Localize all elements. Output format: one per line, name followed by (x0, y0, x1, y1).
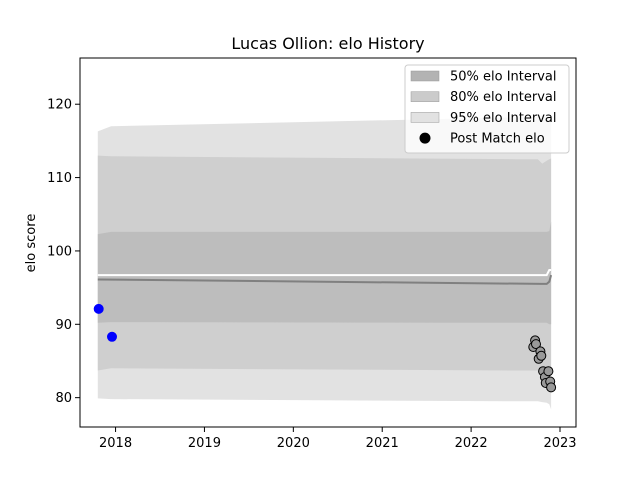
x-tick-label: 2022 (455, 436, 488, 451)
band-50-elo-interval (97, 221, 552, 325)
x-tick-label: 2021 (366, 436, 399, 451)
post-match-elo-point (531, 339, 541, 350)
scatter-2-point (107, 331, 117, 342)
legend: 50% elo Interval 80% elo Interval 95% elo … (404, 64, 570, 154)
legend-box (404, 64, 570, 154)
x-tick-label: 2019 (188, 436, 221, 451)
axes: 2018 2019 2020 2021 2022 2023 80 90 100 110 120 (47, 57, 577, 451)
legend-label: 95% elo Interval (450, 111, 557, 126)
post-match-elo-point (536, 350, 547, 361)
elo-line-1 (97, 274, 553, 285)
legend-label: 50% elo Interval (450, 70, 557, 85)
plot-area (93, 113, 557, 411)
x-tick-label: 2020 (277, 436, 310, 451)
y-axis-label: elo score (24, 214, 39, 273)
y-tick-label: 100 (47, 244, 72, 259)
y-tick-label: 90 (55, 318, 72, 333)
post-match-elo-point (546, 382, 557, 393)
post-match-elo-point (543, 366, 554, 377)
legend-label: Post Match elo (450, 132, 545, 147)
legend-label: 80% elo Interval (450, 90, 557, 105)
legend-marker-post-match-elo (419, 132, 431, 144)
scatter-2-point (93, 303, 104, 314)
x-tick-label: 2018 (99, 436, 132, 451)
x-tick-label: 2023 (543, 436, 576, 451)
y-tick-label: 120 (47, 98, 72, 113)
axes-frame (79, 57, 577, 428)
y-tick-label: 80 (55, 391, 72, 406)
y-tick-label: 110 (47, 171, 72, 186)
legend-swatch-50-elo-interval (410, 70, 440, 82)
elo-line-0 (97, 269, 552, 277)
legend-swatch-80-elo-interval (410, 91, 440, 102)
legend-swatch-95-elo-interval (410, 112, 440, 123)
chart-title: Lucas Ollion: elo History (231, 34, 424, 53)
